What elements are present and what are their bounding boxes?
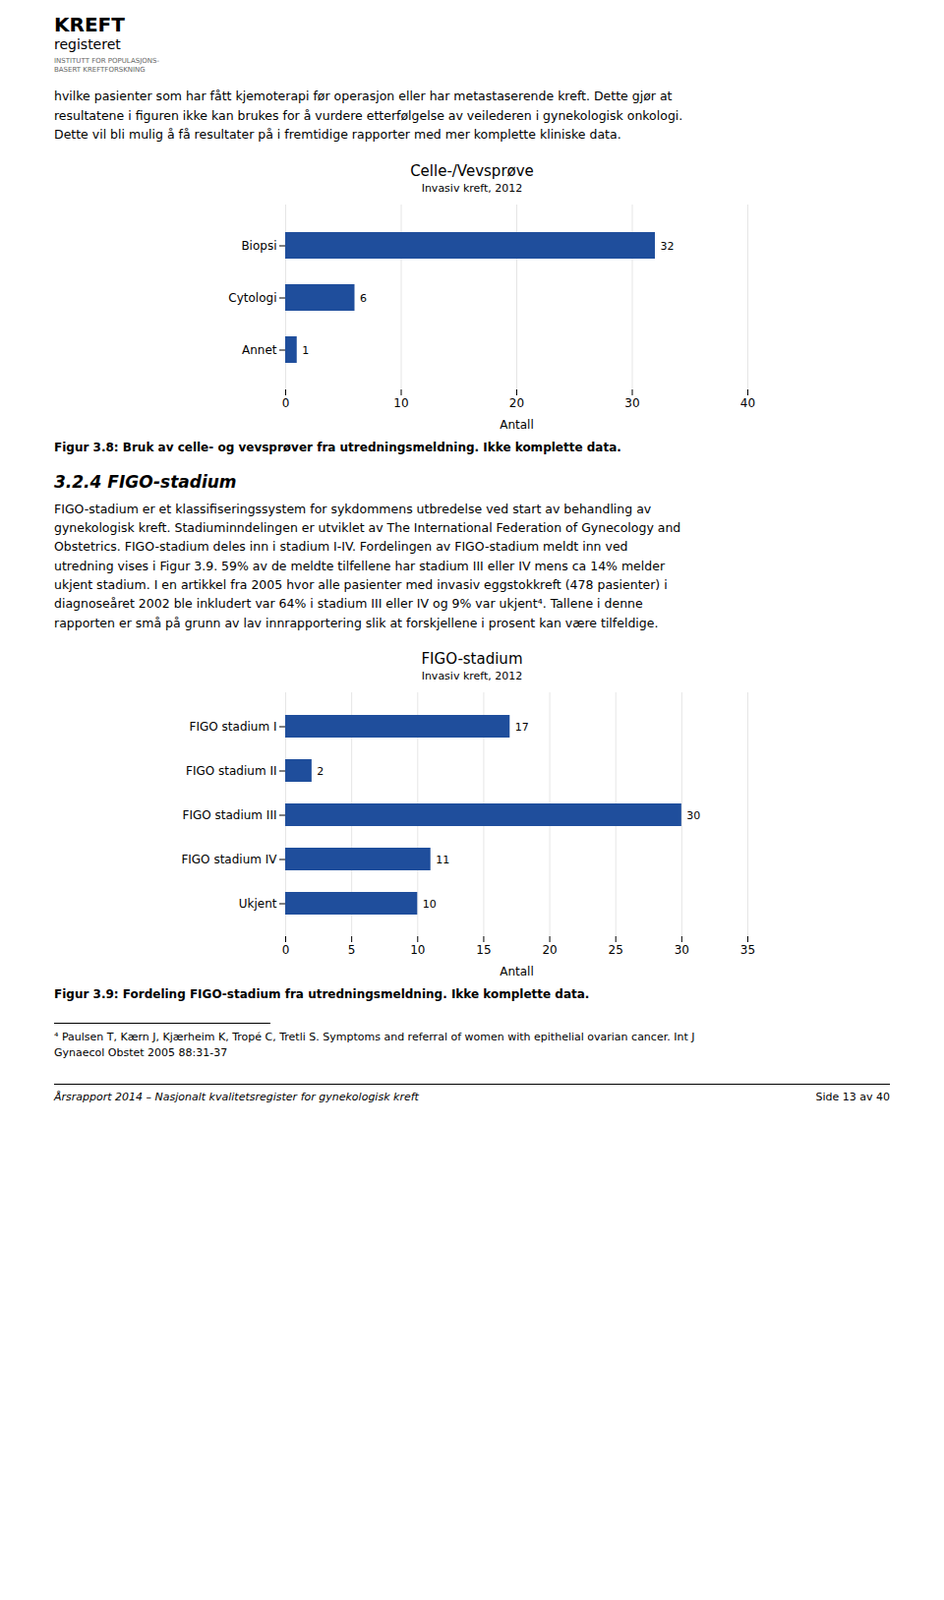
html-text:Figur 3.8: Bruk av celle- og v: Figur 3.8: Bruk av celle- og vevsprøver … bbox=[54, 440, 622, 454]
svg-text:30: 30 bbox=[686, 809, 701, 823]
svg-text:30: 30 bbox=[674, 943, 690, 957]
svg-text:40: 40 bbox=[740, 396, 756, 411]
svg-text:35: 35 bbox=[740, 943, 756, 957]
html-text:INSTITUTT FOR POPULASJONS- BAS: INSTITUTT FOR POPULASJONS- BASERT KREFTF… bbox=[54, 57, 160, 75]
html-text:FIGO-stadium: FIGO-stadium bbox=[421, 650, 523, 668]
svg-text:0: 0 bbox=[282, 396, 291, 411]
svg-text:2: 2 bbox=[316, 765, 324, 778]
svg-text:FIGO stadium IV: FIGO stadium IV bbox=[180, 852, 278, 867]
svg-text:10: 10 bbox=[422, 897, 437, 911]
html-text:Årsrapport 2014 – Nasjonalt kv: Årsrapport 2014 – Nasjonalt kvalitetsreg… bbox=[54, 1090, 419, 1104]
svg-text:FIGO stadium I: FIGO stadium I bbox=[189, 719, 278, 734]
html-text:Side 13 av 40: Side 13 av 40 bbox=[815, 1090, 890, 1104]
svg-text:Annet: Annet bbox=[241, 342, 278, 356]
html-text:⁴ Paulsen T, Kærn J, Kjærheim: ⁴ Paulsen T, Kærn J, Kjærheim K, Tropé C… bbox=[54, 1030, 695, 1059]
svg-text:FIGO stadium II: FIGO stadium II bbox=[185, 764, 277, 778]
html-text:FIGO-stadium er et klassifiser: FIGO-stadium er et klassifiseringssystem… bbox=[54, 501, 681, 631]
svg-text:Antall: Antall bbox=[499, 964, 534, 979]
svg-text:10: 10 bbox=[410, 943, 425, 957]
html-text:KREFT: KREFT bbox=[54, 12, 125, 37]
html-text:hvilke pasienter som har fått: hvilke pasienter som har fått kjemoterap… bbox=[54, 88, 683, 142]
svg-text:10: 10 bbox=[393, 396, 409, 411]
html-text:registeret: registeret bbox=[54, 36, 121, 53]
svg-text:FIGO stadium III: FIGO stadium III bbox=[182, 808, 278, 823]
html-text:Invasiv kreft, 2012: Invasiv kreft, 2012 bbox=[421, 181, 523, 195]
svg-text:25: 25 bbox=[608, 943, 624, 957]
svg-text:Ukjent: Ukjent bbox=[238, 896, 278, 911]
html-text:Figur 3.9: Fordeling FIGO-stad: Figur 3.9: Fordeling FIGO-stadium fra ut… bbox=[54, 987, 590, 1002]
svg-text:Cytologi: Cytologi bbox=[228, 290, 277, 304]
svg-text:32: 32 bbox=[660, 238, 675, 252]
svg-text:30: 30 bbox=[624, 396, 640, 411]
html-text:Invasiv kreft, 2012: Invasiv kreft, 2012 bbox=[421, 669, 523, 683]
svg-text:Antall: Antall bbox=[499, 416, 534, 431]
svg-text:0: 0 bbox=[282, 943, 291, 957]
svg-text:20: 20 bbox=[509, 396, 525, 411]
svg-text:17: 17 bbox=[515, 720, 530, 734]
svg-text:Biopsi: Biopsi bbox=[240, 237, 277, 252]
svg-text:6: 6 bbox=[359, 291, 367, 304]
svg-text:5: 5 bbox=[348, 943, 356, 957]
svg-text:11: 11 bbox=[435, 853, 450, 867]
svg-text:15: 15 bbox=[475, 943, 491, 957]
svg-text:20: 20 bbox=[541, 943, 557, 957]
html-text:3.2.4 FIGO-stadium: 3.2.4 FIGO-stadium bbox=[54, 471, 237, 492]
html-text:Celle-/Vevsprøve: Celle-/Vevsprøve bbox=[410, 161, 534, 180]
svg-text:1: 1 bbox=[301, 343, 309, 356]
